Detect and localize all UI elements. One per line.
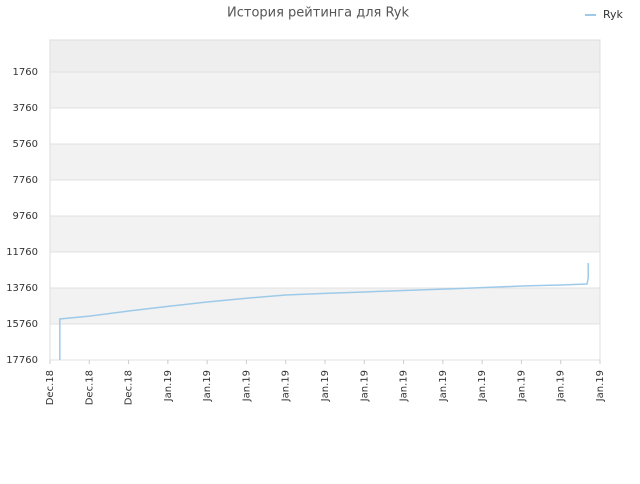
- x-tick-label: Jan.19: [556, 370, 567, 402]
- y-tick-label: 17760: [6, 355, 38, 366]
- y-tick-label: 11760: [6, 247, 38, 258]
- x-tick-label: Jan.19: [516, 370, 527, 402]
- x-tick-label: Jan.19: [359, 370, 370, 402]
- chart-title: История рейтинга для Ryk: [227, 6, 409, 21]
- x-tick-label: Jan.19: [438, 370, 449, 402]
- x-tick-label: Dec.18: [84, 370, 95, 405]
- x-tick-label: Jan.19: [163, 370, 174, 402]
- y-tick-label: 15760: [6, 319, 38, 330]
- x-tick-label: Jan.19: [399, 370, 410, 402]
- y-tick-label: 9760: [13, 211, 38, 222]
- x-tick-label: Jan.19: [477, 370, 488, 402]
- x-tick-label: Jan.19: [202, 370, 213, 402]
- band: [50, 108, 600, 145]
- legend-label: Ryk: [603, 8, 624, 21]
- line: [59, 262, 589, 360]
- x-tick-label: Dec.18: [124, 370, 135, 405]
- band: [50, 216, 600, 253]
- band: [50, 180, 600, 217]
- x-tick-label: Jan.19: [281, 370, 292, 402]
- y-tick-label: 1760: [13, 67, 38, 78]
- y-tick-label: 7760: [13, 175, 38, 186]
- y-tick-label: 13760: [6, 283, 38, 294]
- band: [50, 144, 600, 181]
- x-tick-label: Jan.19: [320, 370, 331, 402]
- band: [50, 40, 600, 73]
- x-tick-label: Jan.19: [241, 370, 252, 402]
- x-tick-label: Jan.19: [595, 370, 606, 402]
- y-tick-label: 5760: [13, 139, 38, 150]
- y-tick-label: 3760: [13, 103, 38, 114]
- band: [50, 324, 600, 360]
- x-tick-label: Dec.18: [45, 370, 56, 405]
- band: [50, 72, 600, 109]
- band: [50, 252, 600, 289]
